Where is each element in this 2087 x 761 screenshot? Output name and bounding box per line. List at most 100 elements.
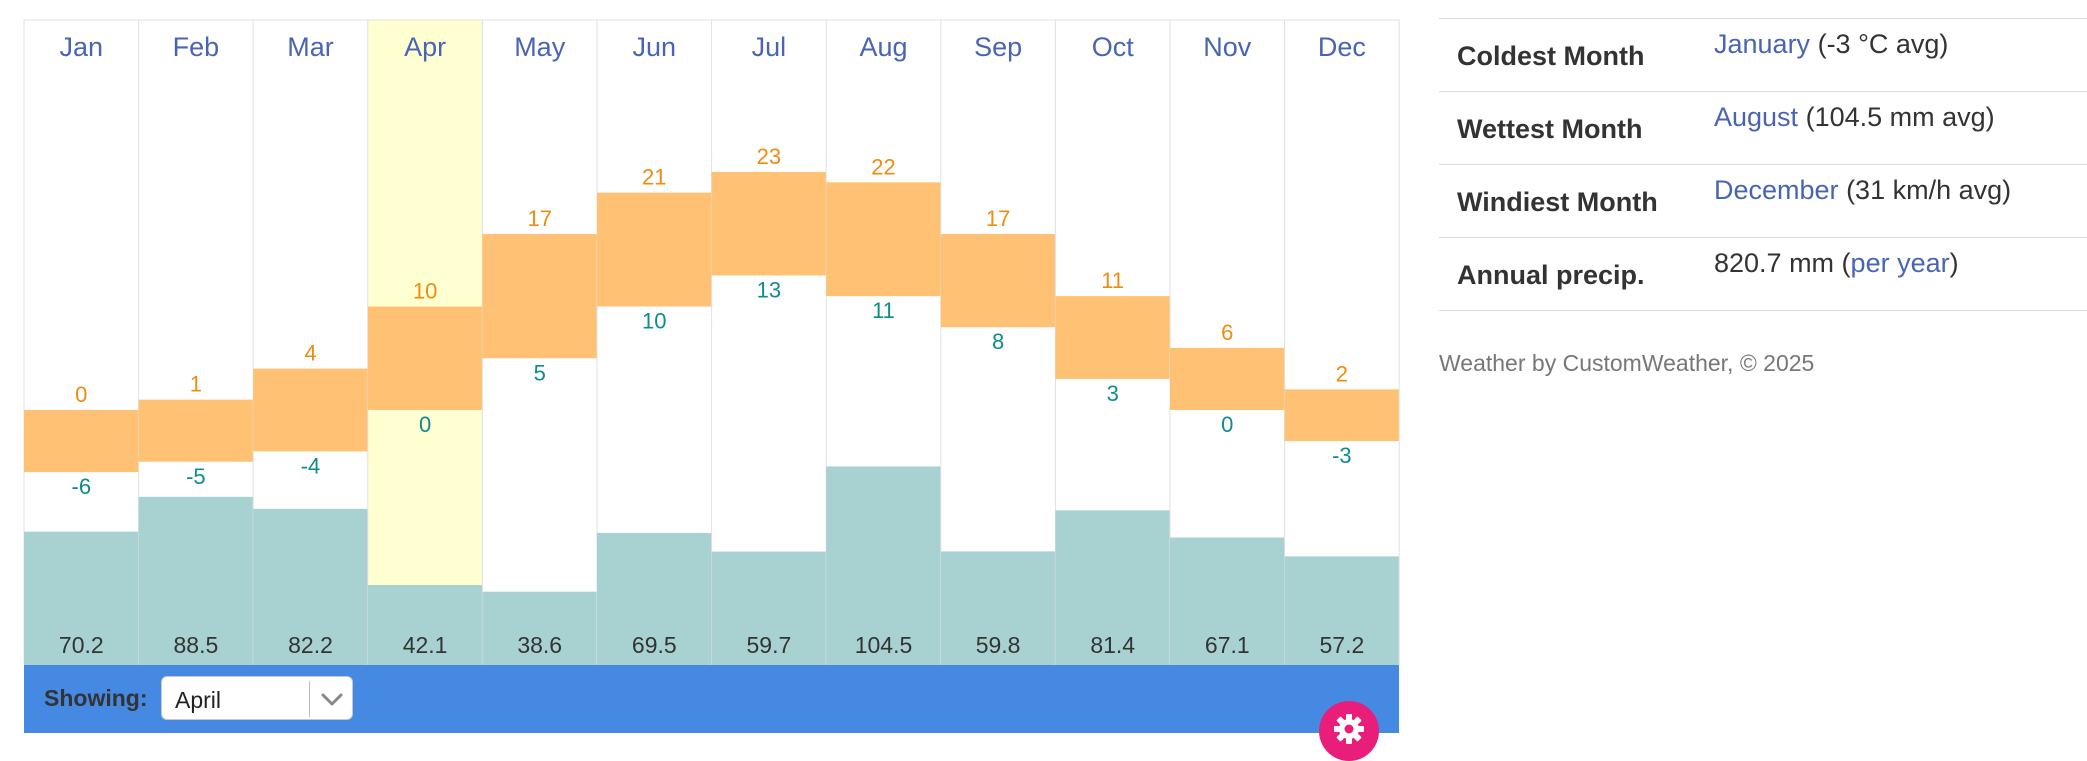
precip-value-label: 70.2 [59,632,104,658]
stat-value: August (104.5 mm avg) [1714,91,2087,165]
stat-link-per-year[interactable]: per year [1850,248,1950,278]
precip-bar [826,466,941,665]
precip-value-label: 81.4 [1090,632,1135,658]
stat-detail: (-3 °C avg) [1817,29,1949,59]
settings-button[interactable] [1319,701,1379,761]
month-label-may: May [514,32,566,62]
stat-name: Coldest Month [1439,18,1714,92]
high-temp-label: 0 [75,382,87,407]
stat-detail: (31 km/h avg) [1846,175,2012,205]
precip-value-label: 104.5 [855,632,913,658]
stats-row: Windiest Month December (31 km/h avg) [1439,164,2087,238]
gear-icon [1334,714,1364,744]
temp-range-bar [367,306,483,410]
precip-bar [597,532,712,665]
month-label-feb: Feb [173,32,220,62]
month-label-jul: Jul [752,32,787,62]
high-temp-label: 6 [1221,320,1233,345]
high-temp-label: 10 [413,279,437,304]
stats-row: Wettest Month August (104.5 mm avg) [1439,91,2087,165]
month-label-jan: Jan [60,32,104,62]
low-temp-label: -3 [1332,443,1352,468]
temp-range-bar [826,182,941,297]
climate-chart: 70.2 0 -6 Jan 88.5 1 -5 Feb 82.2 4 -4 Mar 42.1 10 0 Apr… [23,19,1400,761]
precip-value-label: 59.8 [976,632,1021,658]
low-temp-label: 10 [642,309,666,334]
temp-range-bar [253,368,368,452]
low-temp-label: 0 [419,412,431,437]
month-label-dec: Dec [1318,32,1366,62]
low-temp-label: -5 [186,464,206,489]
month-label-mar: Mar [287,32,334,62]
precip-bar [482,591,597,665]
precip-value-label: 82.2 [288,632,333,658]
month-select-value: April [175,687,222,713]
precip-value-label: 59.7 [747,632,792,658]
stat-name: Windiest Month [1439,164,1714,238]
month-label-jun: Jun [633,32,677,62]
high-temp-label: 11 [1101,268,1124,293]
precip-value-label: 57.2 [1320,632,1365,658]
high-temp-label: 17 [986,206,1010,231]
temp-range-bar [482,234,597,359]
stat-link-december[interactable]: December [1714,175,1839,205]
high-temp-label: 21 [642,165,666,190]
precip-bar [24,531,139,665]
high-temp-label: 1 [190,372,202,397]
climate-stats-table: Coldest Month January (-3 °C avg) Wettes… [1439,18,2087,311]
low-temp-label: 8 [992,329,1004,354]
precip-bar [711,551,827,665]
low-temp-label: 3 [1107,381,1119,406]
stats-row: Annual precip. 820.7 mm (per year) [1439,237,2087,311]
month-label-sep: Sep [974,32,1022,62]
stat-value: January (-3 °C avg) [1714,18,2087,92]
temp-range-bar [1055,296,1170,379]
temp-range-bar [711,171,827,276]
low-temp-label: -4 [301,453,321,478]
stat-name: Wettest Month [1439,91,1714,165]
month-filter-bar: Showing: April [24,665,1399,733]
climate-chart-svg: 70.2 0 -6 Jan 88.5 1 -5 Feb 82.2 4 -4 Mar 42.1 10 0 Apr… [23,19,1400,665]
precip-value-label: 38.6 [517,632,562,658]
month-label-apr: Apr [404,32,446,62]
stat-prefix: 820.7 mm ( [1714,248,1851,278]
stat-value: December (31 km/h avg) [1714,164,2087,238]
precip-bar [1170,537,1285,665]
precip-bar [940,551,1056,665]
temp-range-bar [940,234,1056,328]
precip-value-label: 42.1 [403,632,448,658]
stat-suffix: ) [1949,248,1959,278]
month-label-aug: Aug [859,32,907,62]
temp-range-bar [597,192,712,307]
month-label-nov: Nov [1203,32,1252,62]
stat-link-august[interactable]: August [1714,102,1799,132]
low-temp-label: 13 [757,277,781,302]
precip-bar [253,508,368,665]
precip-bar [1055,510,1170,665]
chevron-down-icon[interactable] [317,687,347,711]
precip-value-label: 88.5 [174,632,219,658]
high-temp-label: 4 [304,341,316,366]
precip-bar [138,496,254,665]
showing-label: Showing: [44,685,148,711]
precip-value-label: 69.5 [632,632,677,658]
precip-bar [1284,556,1400,665]
high-temp-label: 23 [757,144,781,169]
stats-row: Coldest Month January (-3 °C avg) [1439,18,2087,92]
temp-range-bar [24,410,139,473]
stat-link-january[interactable]: January [1714,29,1811,59]
low-temp-label: 11 [872,298,895,323]
temp-range-bar [1170,347,1285,410]
temp-range-bar [138,399,254,462]
month-select[interactable]: April [161,676,353,720]
low-temp-label: 5 [534,360,546,385]
weather-credit: Weather by CustomWeather, © 2025 [1439,350,1815,376]
high-temp-label: 17 [527,206,551,231]
low-temp-label: -6 [72,474,92,499]
high-temp-label: 22 [871,154,895,179]
select-divider [309,681,310,717]
high-temp-label: 2 [1336,361,1348,386]
stat-value: 820.7 mm (per year) [1714,237,2087,311]
precip-value-label: 67.1 [1205,632,1250,658]
stat-name: Annual precip. [1439,237,1714,311]
